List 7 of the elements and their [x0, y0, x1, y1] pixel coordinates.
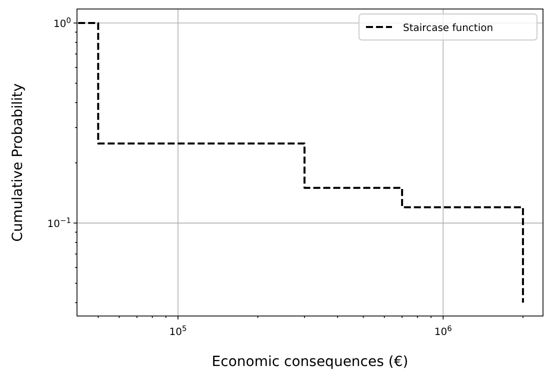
x-tick-label: 10$^{5}$ — [169, 324, 187, 338]
y-axis-title: Cumulative Probability — [10, 83, 26, 242]
y-tick-label: 10$^{0}$ — [53, 16, 72, 30]
y-tick-label: 10$^{−1}$ — [47, 216, 72, 230]
x-axis-title: Economic consequences (€) — [212, 354, 408, 370]
x-tick-label: 10$^{6}$ — [434, 324, 452, 338]
legend-label: Staircase function — [403, 23, 494, 34]
